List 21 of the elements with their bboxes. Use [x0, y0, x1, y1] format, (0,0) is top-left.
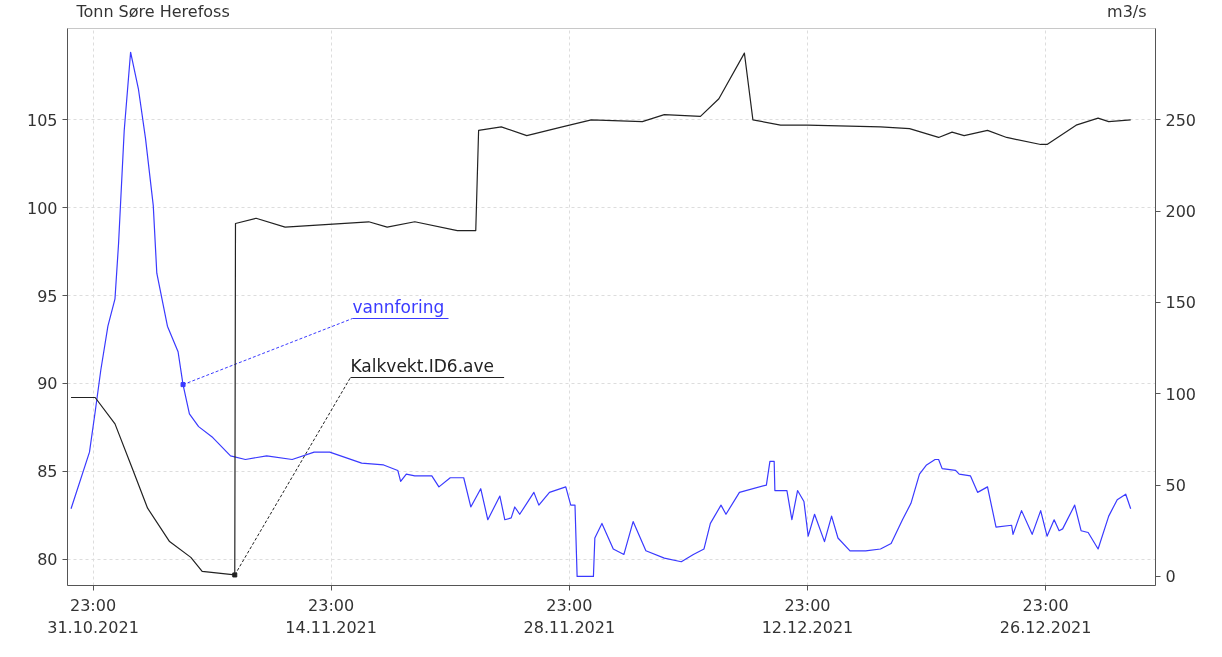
x-tick-label: 23:00 26.12.2021 [999, 595, 1092, 638]
text: Kalkvekt.ID6.ave [350, 355, 495, 376]
x-tick-label: 23:00 28.11.2021 [523, 595, 616, 638]
y-tick-label: 95 [37, 286, 58, 306]
y2-tick-label: 250 [1165, 110, 1197, 130]
y2-tick-label: 50 [1165, 476, 1186, 496]
x-tick-label: 23:00 14.11.2021 [285, 595, 377, 638]
y-tick-label: 100 [26, 198, 58, 218]
x-tick-label: 23:00 31.10.2021 [47, 595, 139, 638]
y2-axis-title: m3/s [1107, 1, 1147, 21]
y-tick-label: 105 [26, 110, 58, 130]
y-axis-title: Tonn Søre Herefoss [75, 1, 230, 21]
text: vannforing [352, 296, 445, 317]
y-tick-label: 80 [37, 550, 58, 570]
x-tick-label: 23:00 12.12.2021 [761, 595, 854, 638]
y2-tick-label: 200 [1165, 202, 1197, 222]
y-tick-label: 90 [37, 374, 58, 394]
y-tick-label: 85 [37, 462, 58, 482]
y2-tick-label: 100 [1165, 384, 1197, 404]
y2-tick-label: 150 [1165, 293, 1197, 313]
y2-tick-label: 0 [1165, 567, 1176, 587]
